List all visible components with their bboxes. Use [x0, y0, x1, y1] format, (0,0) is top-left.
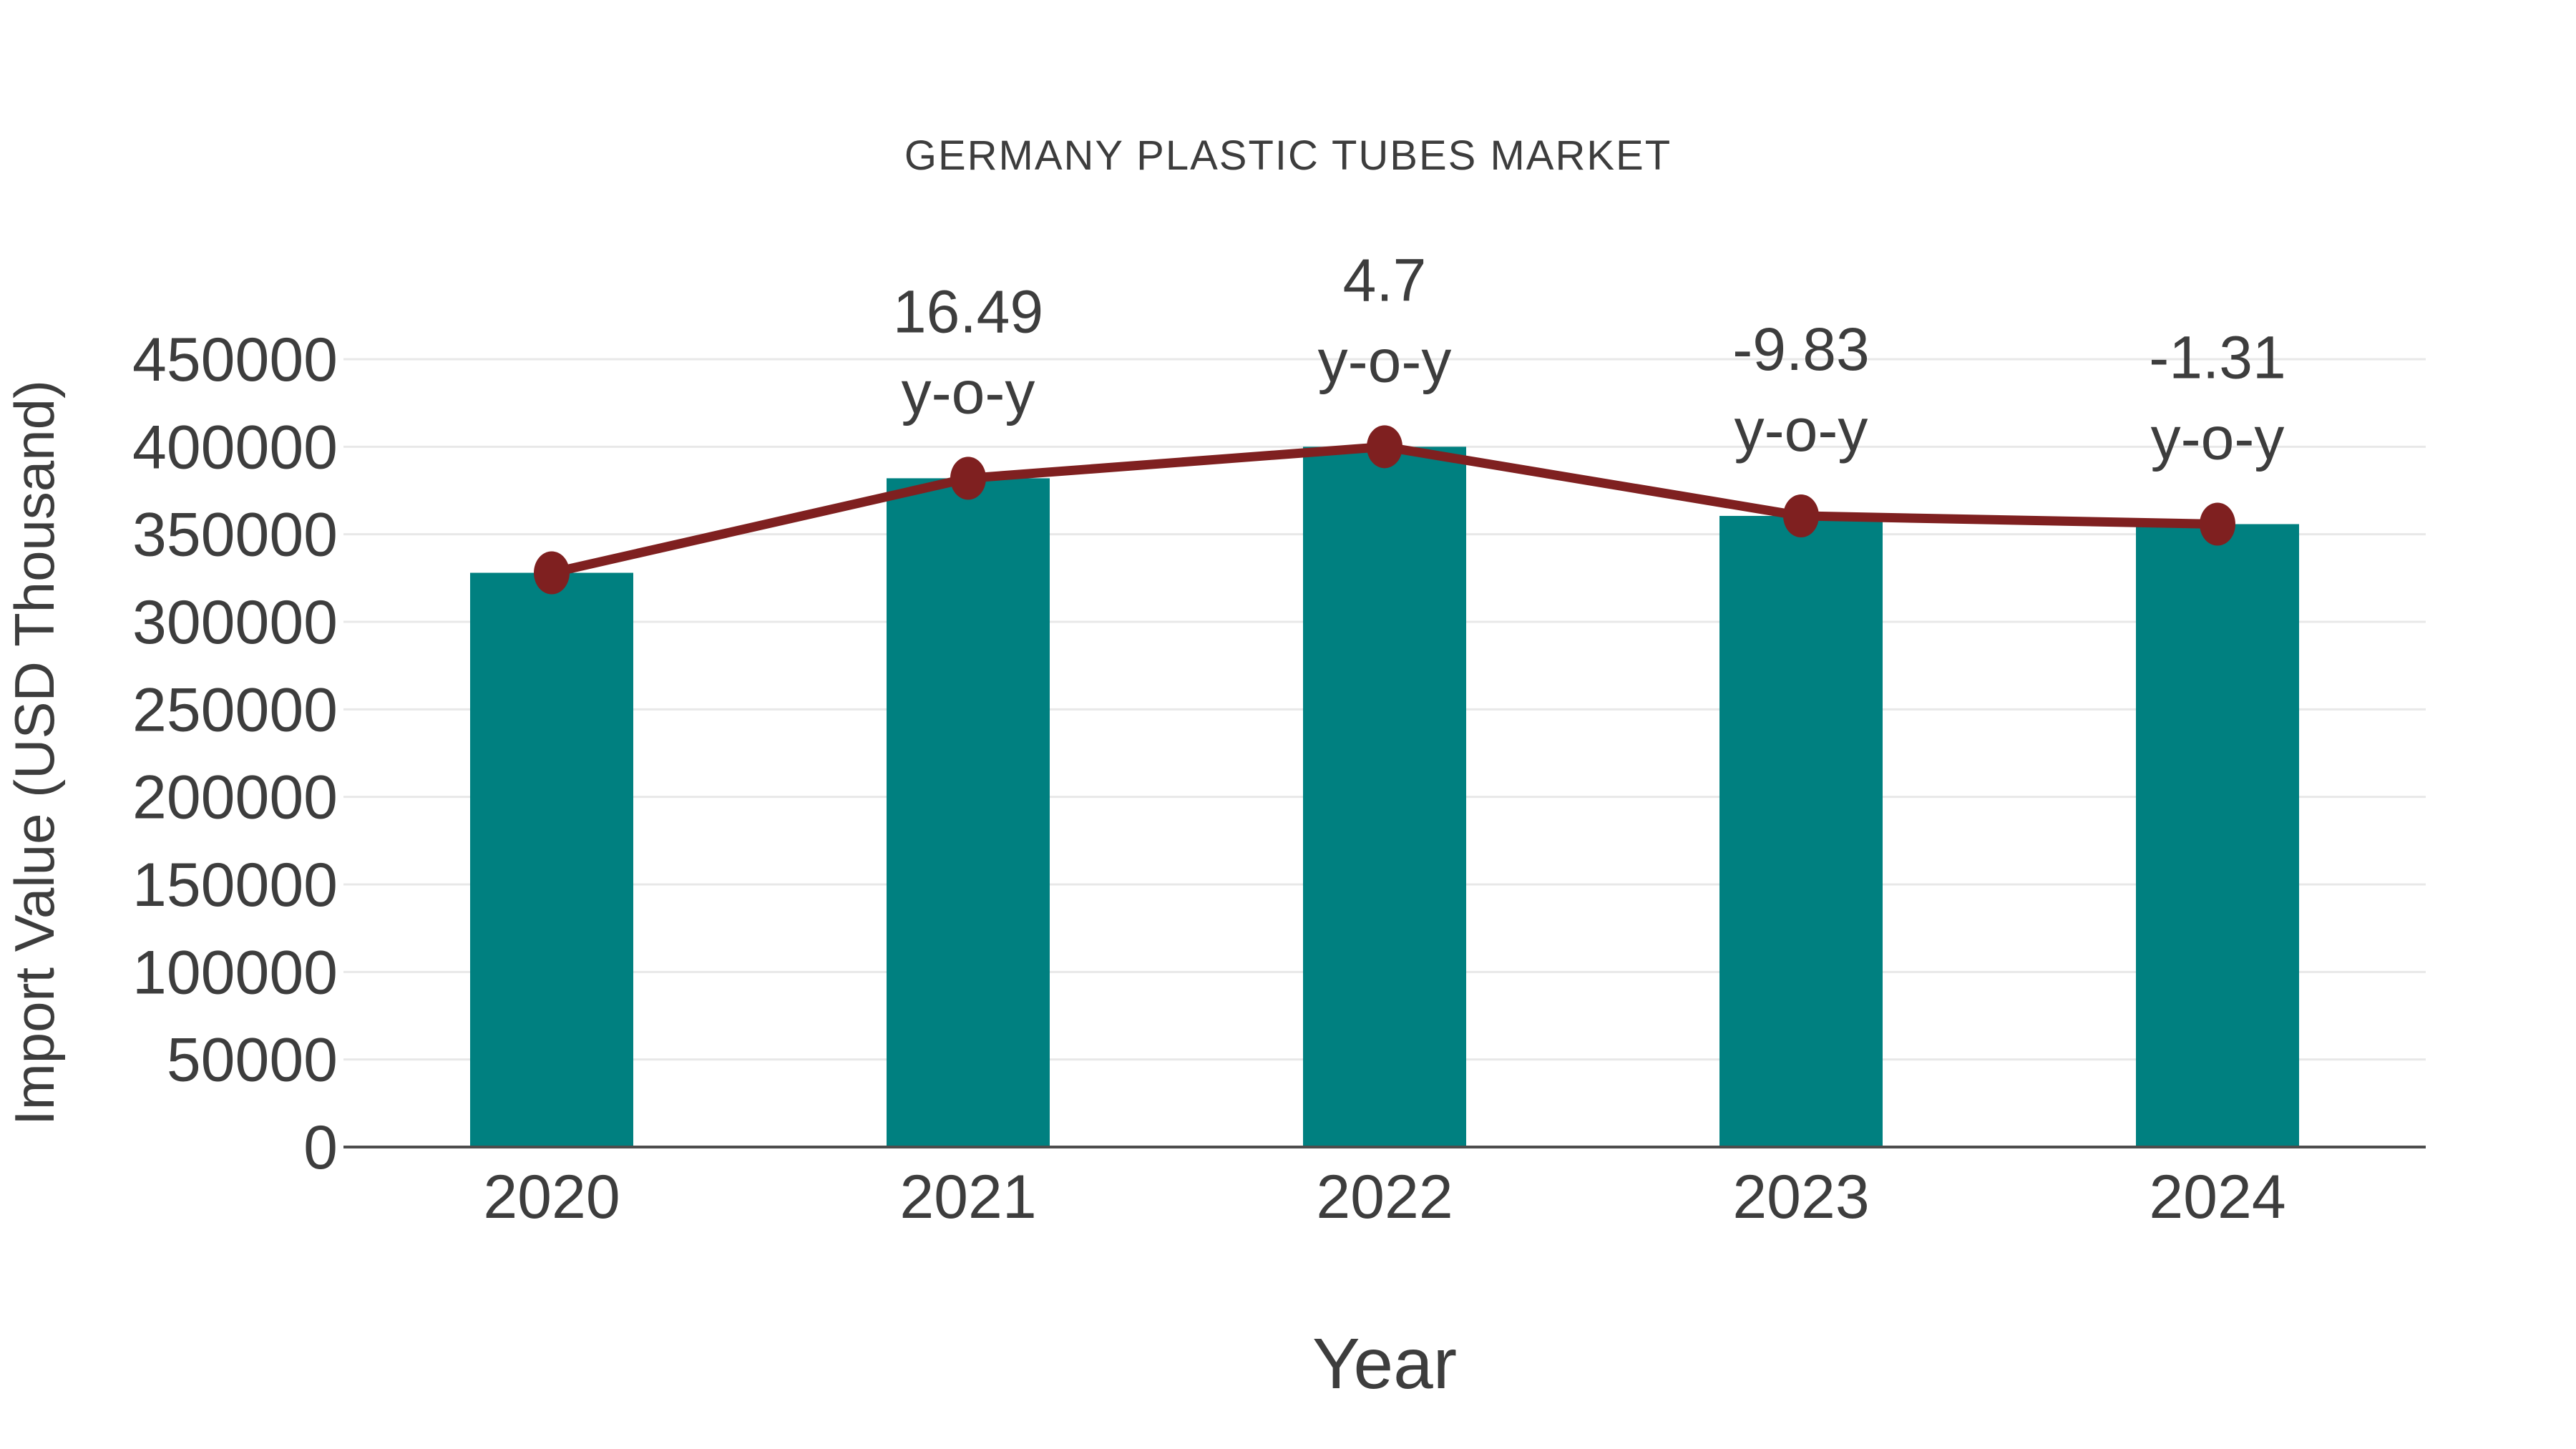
annotation-suffix-2022: y-o-y [1318, 327, 1452, 394]
y-tick-label-300000: 300000 [132, 588, 338, 657]
x-axis-title: Year [1312, 1324, 1457, 1404]
line-marker-2021 [950, 457, 986, 500]
bars-layer [470, 447, 2299, 1147]
x-tick-label-2023: 2023 [1732, 1163, 1869, 1231]
line-marker-2023 [1783, 494, 1819, 537]
y-tick-label-100000: 100000 [132, 938, 338, 1007]
annotation-suffix-2024: y-o-y [2151, 404, 2285, 472]
y-axis-title: Import Value (USD Thousand) [3, 380, 66, 1126]
y-tick-label-450000: 450000 [132, 326, 338, 394]
annotations-layer: 16.49 y-o-y 4.7 y-o-y -9.83 y-o-y -1.31 y-o-y [893, 246, 2286, 472]
annotation-value-2021: 16.49 [893, 278, 1043, 345]
y-tick-label-50000: 50000 [167, 1026, 338, 1095]
x-tick-label-2024: 2024 [2149, 1163, 2285, 1231]
bar-2023 [1719, 515, 1883, 1147]
trend-line-layer [534, 425, 2235, 595]
y-tick-label-0: 0 [303, 1113, 338, 1182]
line-marker-2022 [1367, 425, 1402, 469]
bar-2022 [1303, 447, 1466, 1147]
line-marker-2024 [2200, 502, 2235, 546]
line-marker-2020 [534, 551, 570, 595]
y-tick-label-250000: 250000 [132, 675, 338, 744]
y-tick-label-150000: 150000 [132, 851, 338, 919]
y-tick-label-400000: 400000 [132, 413, 338, 482]
bar-2021 [887, 478, 1050, 1147]
annotation-value-2022: 4.7 [1343, 246, 1427, 313]
y-tick-label-350000: 350000 [132, 501, 338, 570]
annotation-suffix-2021: y-o-y [902, 358, 1035, 426]
x-tick-label-2022: 2022 [1316, 1163, 1453, 1231]
annotation-value-2024: -1.31 [2149, 323, 2285, 391]
x-tick-label-2021: 2021 [899, 1163, 1036, 1231]
annotation-suffix-2023: y-o-y [1735, 396, 1868, 464]
tick-labels-layer: 0 50000 100000 150000 200000 250000 300000 3500… [132, 326, 2286, 1231]
annotation-value-2023: -9.83 [1732, 316, 1869, 383]
bar-2020 [470, 572, 633, 1147]
x-tick-label-2020: 2020 [483, 1163, 620, 1231]
y-tick-label-200000: 200000 [132, 763, 338, 832]
bar-2024 [2136, 524, 2299, 1147]
chart-title: GERMANY PLASTIC TUBES MARKET [904, 132, 1672, 179]
